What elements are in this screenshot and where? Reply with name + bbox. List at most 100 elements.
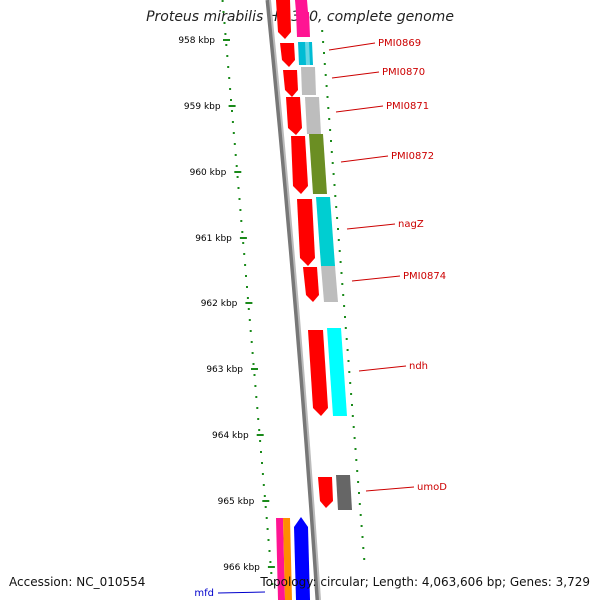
scale-dot-right [345,338,348,340]
gene-label-ndh: ndh [409,361,428,372]
scale-dot [246,297,249,299]
scale-dot-right [335,206,338,208]
scale-major-tick [228,105,236,107]
cds-mfd-orange [283,518,292,600]
scale-dot [235,165,238,167]
cds-pmi0871 [305,97,321,134]
scale-dot [234,154,237,156]
scale-dot-right [349,382,352,384]
scale-labels: 958 kbp 959 kbp 960 kbp 961 kbp 962 kbp 963 k… [178,36,260,573]
scale-dot-right [352,426,355,428]
scale-dot-right [354,448,357,450]
scale-dot [259,440,262,442]
scale-dot-right [361,536,364,538]
leader-line [358,365,407,372]
scale-major-tick [234,171,242,173]
scale-dot [252,363,255,365]
scale-dot [228,77,231,79]
scale-dot-right [344,327,347,329]
scale-dot-right [341,283,344,285]
scale-label: 962 kbp [201,299,238,309]
gene-arrow-nagz [297,199,315,266]
gene-arrow-umod [318,477,333,508]
scale-dot-right [334,195,337,197]
scale-label: 961 kbp [195,234,232,244]
scale-dot-right [336,217,339,219]
scale-dot-right [340,272,343,274]
scale-dot [231,121,234,123]
scale-label: 963 kbp [206,365,243,375]
cds-umod [336,475,352,510]
gene-label-pmi0870: PMI0870 [382,67,425,78]
summary-text: Topology: circular; Length: 4,063,606 bp… [260,575,590,589]
gene-arrow-pmi0872 [291,136,308,194]
scale-major-tick [267,566,275,568]
scale-ticks-right [321,30,366,560]
scale-dot [239,209,242,211]
scale-dot-right [359,514,362,516]
scale-dot [256,407,259,409]
scale-major-tick [251,368,258,370]
gene-label-pmi0871: PMI0871 [386,101,429,112]
scale-dot-right [326,96,329,98]
scale-dot [238,198,241,200]
scale-dot-right [363,558,366,560]
scale-dot [262,484,265,486]
scale-dot [270,572,273,574]
cds-nagz [316,197,335,266]
scale-dot [263,495,266,497]
scale-major-tick [239,237,247,239]
leader-line [365,486,415,492]
scale-dot [261,473,264,475]
scale-dot-right [331,162,334,164]
gene-arrow-pmi0870 [283,70,298,97]
gene-arrow-partial [276,0,291,39]
scale-dot [236,176,239,178]
scale-dot [268,550,271,552]
leader-line [331,71,380,79]
cds-pmi0869 [298,42,313,65]
cds-mfd-magenta [276,518,285,600]
scale-dot-right [358,492,360,494]
scale-dot [227,66,230,68]
scale-dot [261,462,263,464]
scale-dot-right [329,129,332,131]
leader-line [335,105,384,113]
scale-dot [245,275,247,277]
scale-dot-right [346,349,349,351]
leader-line [328,42,376,51]
scale-dot [240,220,243,222]
scale-dot-right [362,547,365,549]
scale-dot [255,396,258,398]
scale-dot [242,242,245,244]
scale-dot-right [323,52,325,54]
scale-dot-right [338,250,341,252]
scale-major-tick [262,500,270,502]
scale-dot-right [327,107,330,109]
gene-label-pmi0869: PMI0869 [378,38,421,49]
scale-dot-right [342,294,345,296]
scale-dot [260,451,262,453]
scale-dot [258,429,261,431]
backbone-arc [265,0,321,600]
scale-major-tick [223,39,230,41]
scale-dot [229,88,232,90]
scale-label: 960 kbp [190,168,227,178]
scale-dot-right [351,404,353,406]
gene-label-umod: umoD [417,482,447,493]
scale-dot-right [324,74,327,76]
scale-dot-right [347,360,350,362]
scale-dot [266,528,269,530]
scale-dot-right [330,140,332,142]
scale-dot [248,319,251,321]
scale-dot-right [358,503,361,505]
scale-dot [230,99,232,101]
scale-dot [271,583,274,585]
leader-line [346,223,396,230]
scale-dot-right [337,239,340,241]
leader-line-mfd [217,591,266,594]
scale-dot-right [330,151,333,153]
gene-label-pmi0872: PMI0872 [391,151,434,162]
scale-dot [249,330,252,332]
scale-label: 965 kbp [218,497,255,507]
